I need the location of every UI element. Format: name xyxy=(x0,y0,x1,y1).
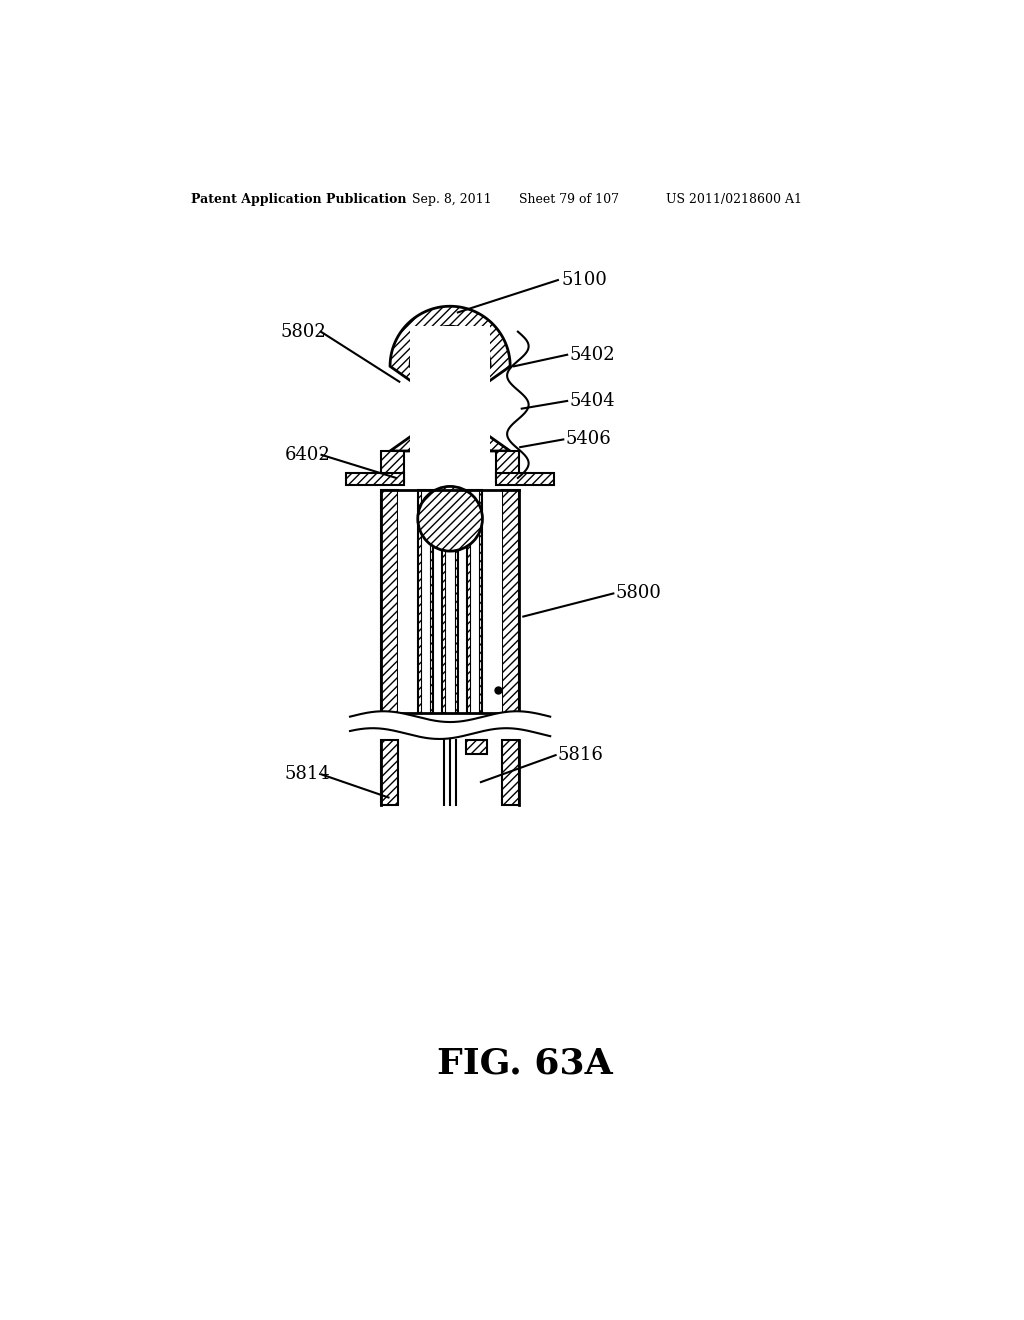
Polygon shape xyxy=(390,306,510,451)
Text: 5402: 5402 xyxy=(569,346,615,364)
Polygon shape xyxy=(346,473,403,484)
Text: 5100: 5100 xyxy=(562,271,607,289)
Bar xyxy=(410,326,490,453)
Polygon shape xyxy=(466,739,487,754)
Text: 5816: 5816 xyxy=(558,746,604,764)
Text: 5814: 5814 xyxy=(285,766,331,783)
Text: 5404: 5404 xyxy=(569,392,615,411)
Bar xyxy=(445,490,455,713)
Polygon shape xyxy=(381,490,397,713)
Polygon shape xyxy=(503,490,519,713)
Polygon shape xyxy=(381,739,397,805)
Polygon shape xyxy=(418,490,433,713)
Polygon shape xyxy=(497,473,554,484)
Polygon shape xyxy=(497,451,519,482)
Polygon shape xyxy=(350,711,550,739)
Bar xyxy=(470,490,479,713)
Bar xyxy=(397,490,503,713)
Text: FIG. 63A: FIG. 63A xyxy=(437,1047,612,1080)
Text: 6402: 6402 xyxy=(285,446,331,463)
Bar xyxy=(421,490,430,713)
Polygon shape xyxy=(503,739,519,805)
Text: US 2011/0218600 A1: US 2011/0218600 A1 xyxy=(666,193,802,206)
Polygon shape xyxy=(442,490,458,713)
Text: 5800: 5800 xyxy=(615,585,662,602)
Polygon shape xyxy=(381,451,403,482)
Text: 5802: 5802 xyxy=(281,322,327,341)
Text: 5406: 5406 xyxy=(565,430,611,449)
Text: Sep. 8, 2011: Sep. 8, 2011 xyxy=(412,193,492,206)
Polygon shape xyxy=(467,490,482,713)
Text: Patent Application Publication: Patent Application Publication xyxy=(190,193,407,206)
Text: Sheet 79 of 107: Sheet 79 of 107 xyxy=(519,193,620,206)
Ellipse shape xyxy=(418,486,482,552)
